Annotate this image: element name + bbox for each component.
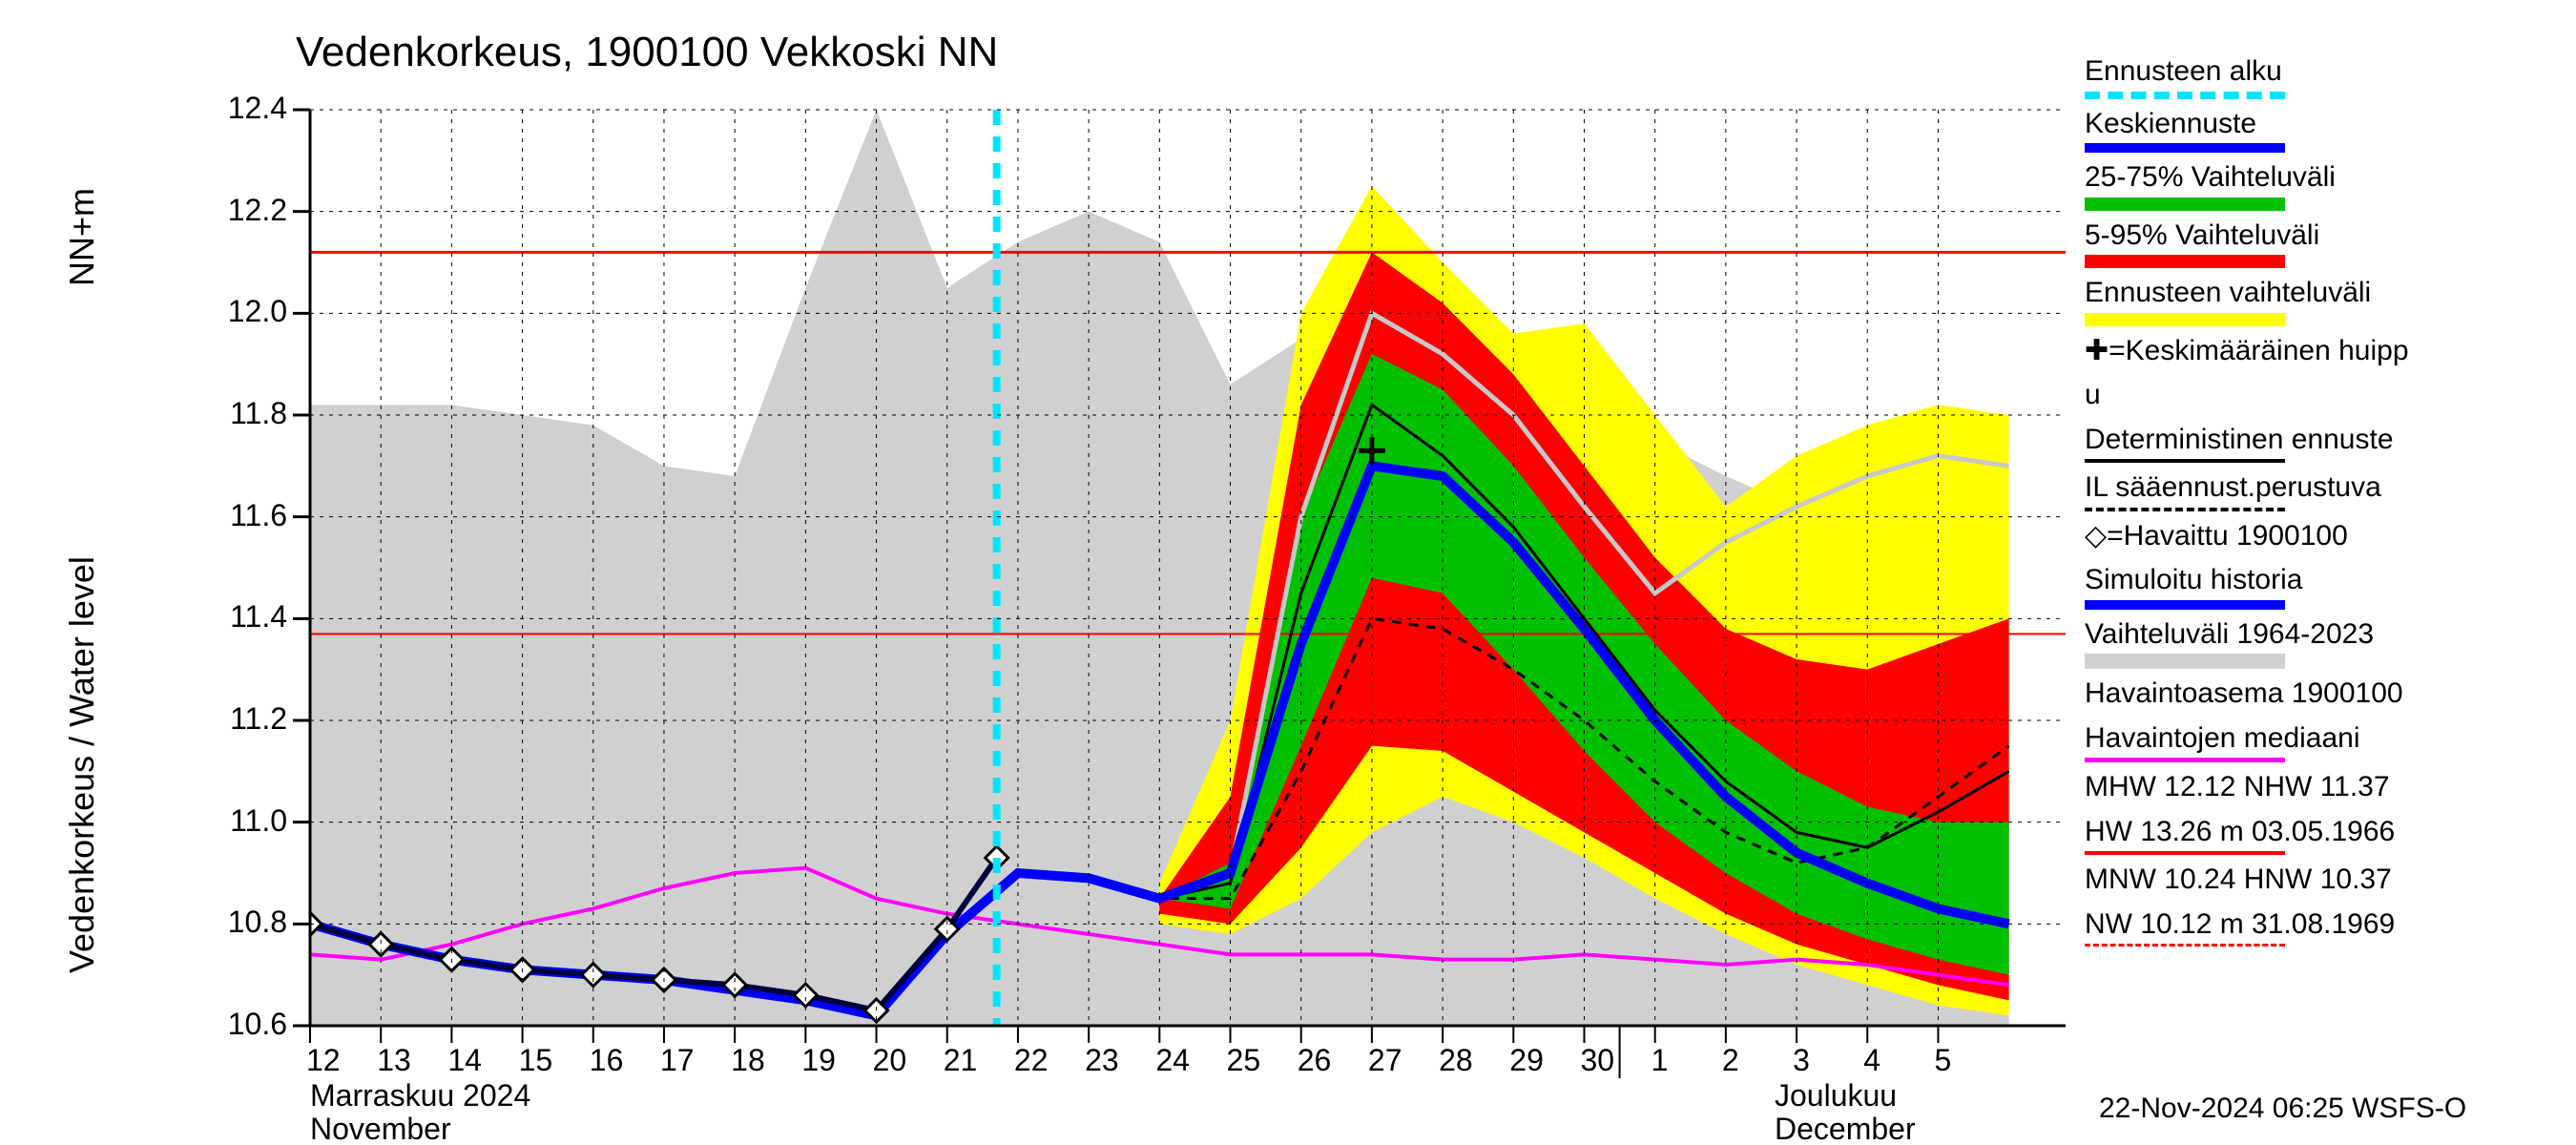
legend-item-det: Deterministinen ennuste [2085,421,2562,464]
legend-item-obs: ◇=Havaittu 1900100 [2085,517,2562,556]
x-tick-label: 27 [1368,1043,1402,1078]
legend-item-p90: 5-95% Vaihteluväli [2085,217,2562,269]
legend-label: Havaintojen mediaani [2085,719,2562,759]
y-axis-label-1: Vedenkorkeus / Water level [62,556,102,973]
legend-label: IL sääennust.perustuva [2085,468,2562,508]
legend-item-stats3: MNW 10.24 HNW 10.37 [2085,861,2562,900]
legend-label: HW 13.26 m 03.05.1966 [2085,813,2562,852]
legend-label: Simuloitu historia [2085,561,2562,600]
legend-item-peak: ✚=Keskimääräinen huipp [2085,332,2562,371]
x-tick-label: 2 [1722,1043,1739,1078]
x-tick-label: 15 [519,1043,553,1078]
chart-container: Vedenkorkeus, 1900100 Vekkoski NN Vedenk… [0,0,2576,1145]
x-tick-label: 3 [1793,1043,1810,1078]
legend-item-forecast_start: Ennusteen alku [2085,52,2562,99]
x-tick-label: 16 [590,1043,624,1078]
legend-label: 5-95% Vaihteluväli [2085,217,2562,256]
legend-swatch [2085,198,2285,211]
x-tick-label: 26 [1298,1043,1332,1078]
x-tick-label: 13 [377,1043,411,1078]
legend-item-sim: Simuloitu historia [2085,561,2562,610]
legend-label: MNW 10.24 HNW 10.37 [2085,861,2562,900]
legend-swatch [2085,944,2285,947]
legend-item-peak2: u [2085,376,2562,415]
legend-swatch [2085,459,2285,463]
legend-label: u [2085,376,2562,415]
x-tick-label: 30 [1580,1043,1614,1078]
legend-item-median_hist: Havaintojen mediaani [2085,719,2562,763]
legend-swatch [2085,600,2285,610]
y-tick-label: 10.6 [173,1007,287,1042]
y-tick-label: 11.6 [173,498,287,533]
y-tick-label: 11.0 [173,803,287,839]
footer-timestamp: 22-Nov-2024 06:25 WSFS-O [2099,1093,2466,1125]
x-tick-label: 20 [873,1043,907,1078]
legend-item-env2: Havaintoasema 1900100 [2085,675,2562,714]
legend-item-iqr: 25-75% Vaihteluväli [2085,158,2562,211]
legend-item-env: Vaihteluväli 1964-2023 [2085,615,2562,670]
x-tick-label: 28 [1439,1043,1473,1078]
legend-label: ◇=Havaittu 1900100 [2085,517,2562,556]
legend-label: 25-75% Vaihteluväli [2085,158,2562,198]
x-tick-label: 1 [1652,1043,1669,1078]
y-axis-label-2: NN+m [62,188,102,286]
legend-label: NW 10.12 m 31.08.1969 [2085,906,2562,945]
x-tick-label: 14 [447,1043,482,1078]
legend-label: Ennusteen alku [2085,52,2562,92]
y-tick-label: 10.8 [173,905,287,940]
x-tick-label: 21 [944,1043,978,1078]
chart-title: Vedenkorkeus, 1900100 Vekkoski NN [296,29,998,76]
legend-swatch [2085,851,2285,855]
legend: Ennusteen alku Keskiennuste 25-75% Vaihtel… [2085,52,2562,952]
legend-label: Havaintoasema 1900100 [2085,675,2562,714]
y-tick-label: 11.2 [173,701,287,737]
y-tick-label: 12.4 [173,91,287,126]
legend-swatch [2085,508,2285,511]
legend-item-median_forecast: Keskiennuste [2085,105,2562,154]
legend-item-stats2: HW 13.26 m 03.05.1966 [2085,813,2562,856]
legend-swatch [2085,654,2285,669]
legend-item-il: IL sääennust.perustuva [2085,468,2562,511]
legend-label: Keskiennuste [2085,105,2562,144]
legend-item-full: Ennusteen vaihteluväli [2085,274,2562,326]
x-tick-label: 25 [1227,1043,1261,1078]
legend-swatch [2085,758,2285,762]
y-tick-label: 12.2 [173,193,287,228]
legend-label: MHW 12.12 NHW 11.37 [2085,768,2562,807]
y-tick-label: 12.0 [173,294,287,329]
legend-label: Ennusteen vaihteluväli [2085,274,2562,313]
legend-label: ✚=Keskimääräinen huipp [2085,332,2562,371]
legend-swatch [2085,143,2285,153]
x-tick-label: 19 [801,1043,836,1078]
legend-label: Deterministinen ennuste [2085,421,2562,460]
x-tick-label: 23 [1085,1043,1119,1078]
legend-item-stats4: NW 10.12 m 31.08.1969 [2085,906,2562,947]
x-tick-label: 24 [1155,1043,1190,1078]
x-tick-label: 17 [660,1043,695,1078]
legend-item-stats1: MHW 12.12 NHW 11.37 [2085,768,2562,807]
y-tick-label: 11.4 [173,599,287,635]
x-tick-label: 4 [1863,1043,1880,1078]
legend-swatch [2085,255,2285,268]
month-2-en: December [1775,1112,1916,1145]
legend-swatch [2085,92,2285,99]
y-tick-label: 11.8 [173,396,287,431]
x-tick-label: 22 [1014,1043,1049,1078]
legend-swatch [2085,313,2285,326]
legend-label: Vaihteluväli 1964-2023 [2085,615,2562,655]
x-tick-label: 18 [731,1043,765,1078]
x-tick-label: 5 [1934,1043,1951,1078]
month-1-fi: Marraskuu 2024 [310,1078,530,1114]
x-tick-label: 29 [1509,1043,1544,1078]
month-1-en: November [310,1112,451,1145]
month-2-fi: Joulukuu [1775,1078,1897,1114]
x-tick-label: 12 [306,1043,341,1078]
